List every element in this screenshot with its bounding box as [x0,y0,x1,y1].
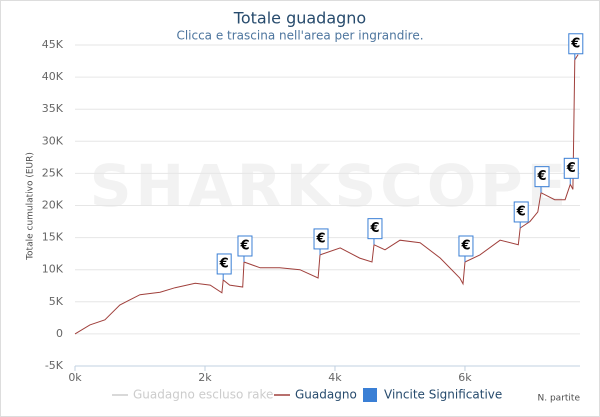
win-flag: € [367,218,383,245]
y-tick-label: 40K [42,70,64,83]
flag-box [534,166,550,188]
x-tick-label: 6k [458,371,472,384]
x-tick-label: 2k [198,371,212,384]
y-tick-label: 35K [42,102,64,115]
y-tick-label: 30K [42,134,64,147]
series-line [74,54,579,335]
y-tick-label: 0 [56,327,63,340]
win-flag: € [313,228,329,255]
flag-box [458,235,474,257]
y-tick-label: -5K [45,359,64,372]
flag-label: € [219,256,229,271]
win-flag: € [458,235,474,262]
flag-label: € [536,169,546,184]
x-tick-label: 0k [68,371,82,384]
flag-box [216,253,232,275]
y-tick-label: 10K [42,263,64,276]
flag-box [568,33,584,55]
watermark: SHARKSCOPE [90,152,571,220]
win-flag: € [568,33,584,60]
y-tick-label: 5K [49,295,64,308]
legend-label[interactable]: Vincite Significative [384,388,502,402]
flag-label: € [570,36,580,51]
win-flag: € [534,166,550,193]
y-tick-label: 45K [42,38,64,51]
flag-label: € [369,221,379,236]
flag-box [237,235,253,257]
flag-box [513,201,529,223]
y-tick-label: 15K [42,231,64,244]
legend-label[interactable]: Guadagno [295,388,357,402]
win-flag: € [513,201,529,228]
flag-box [367,218,383,240]
win-flag: € [216,253,232,280]
flag-label: € [460,238,470,253]
flag-label: € [239,238,249,253]
y-tick-label: 20K [42,199,64,212]
flag-box [313,228,329,250]
y-axis-title: Totale cumulativo (EUR) [26,152,36,261]
legend-label[interactable]: Guadagno escluso rake [133,388,273,402]
x-axis-title: N. partite [538,394,581,404]
flag-label: € [516,204,526,219]
legend-symbol[interactable] [363,388,377,402]
win-flag: € [237,235,253,262]
flag-label: € [566,161,576,176]
chart-title: Totale guadagno [233,9,366,28]
x-tick-label: 4k [328,371,342,384]
y-tick-label: 25K [42,166,64,179]
chart-subtitle: Clicca e trascina nell'area per ingrandi… [176,29,423,43]
win-flag: € [563,157,579,185]
flag-label: € [316,231,326,246]
flag-box [563,157,579,179]
